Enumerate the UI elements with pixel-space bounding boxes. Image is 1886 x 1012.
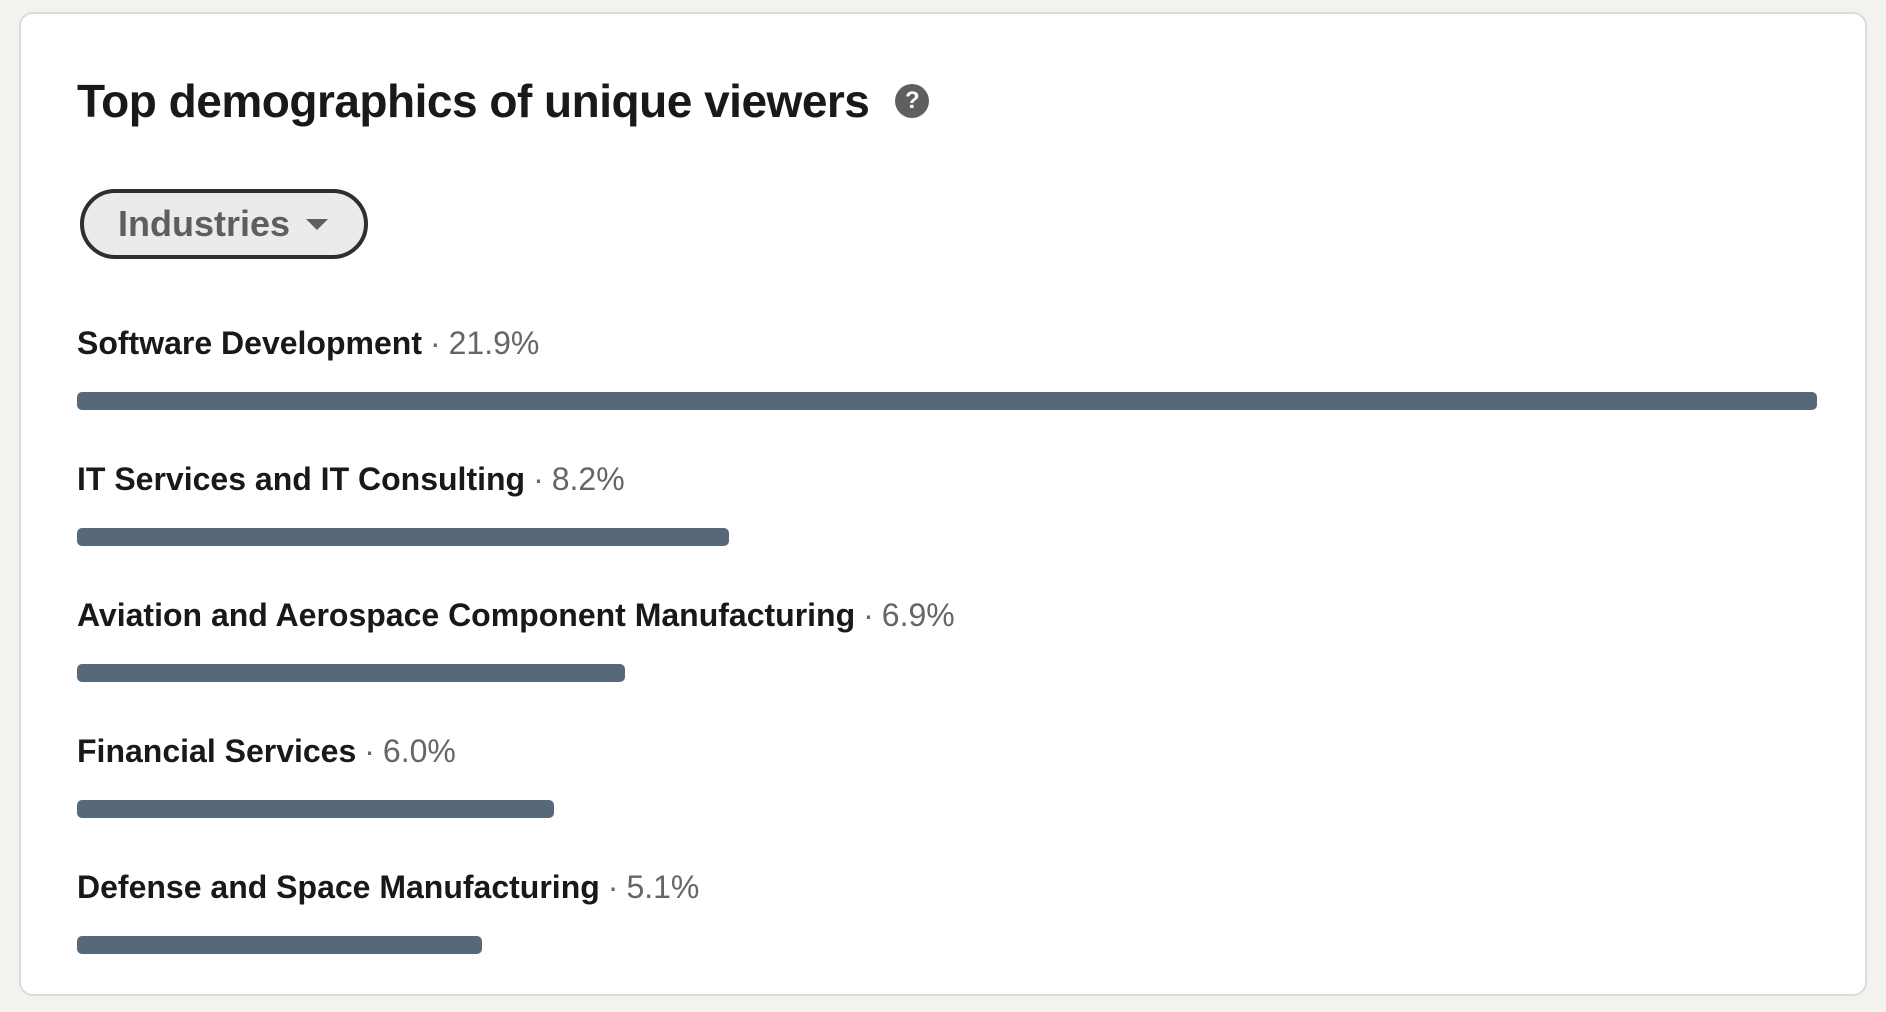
row-label: IT Services and IT Consulting · 8.2% (77, 456, 1817, 502)
row-name: Financial Services (77, 733, 357, 769)
demographic-filter-dropdown[interactable]: Industries (80, 189, 369, 259)
row-name: IT Services and IT Consulting (77, 461, 526, 497)
bar-track (77, 528, 1817, 546)
bar-fill (77, 664, 626, 682)
bar-fill (77, 528, 729, 546)
caret-down-icon (306, 218, 329, 230)
demographic-row: Software Development · 21.9% (77, 320, 1817, 456)
card-title: Top demographics of unique viewers (77, 75, 870, 127)
demographic-row: IT Services and IT Consulting · 8.2% (77, 456, 1817, 592)
row-value: 8.2% (551, 461, 625, 497)
row-separator: · (533, 461, 544, 497)
row-name: Aviation and Aerospace Component Manufac… (77, 597, 856, 633)
row-separator: · (364, 733, 375, 769)
demographics-list: Software Development · 21.9% IT Services a… (77, 320, 1817, 1000)
card-header: Top demographics of unique viewers ? (77, 75, 930, 127)
bar-track (77, 936, 1817, 954)
row-name: Defense and Space Manufacturing (77, 869, 600, 905)
row-value: 5.1% (626, 869, 700, 905)
demographic-row: Financial Services · 6.0% (77, 728, 1817, 864)
demographic-row: Aviation and Aerospace Component Manufac… (77, 592, 1817, 728)
filter-selected-label: Industries (118, 203, 291, 244)
row-separator: · (607, 869, 619, 905)
bar-track (77, 392, 1817, 410)
demographics-card: Top demographics of unique viewers ? Ind… (19, 12, 1867, 996)
row-name: Software Development (77, 325, 422, 361)
row-label: Software Development · 21.9% (77, 320, 1817, 366)
demographic-row: Defense and Space Manufacturing · 5.1% (77, 864, 1817, 1000)
bar-fill (77, 392, 1817, 410)
row-label: Aviation and Aerospace Component Manufac… (77, 592, 1817, 638)
row-value: 6.9% (881, 597, 955, 633)
help-icon[interactable]: ? (895, 84, 930, 118)
row-label: Financial Services · 6.0% (77, 728, 1817, 774)
row-label: Defense and Space Manufacturing · 5.1% (77, 864, 1817, 910)
bar-fill (77, 800, 554, 818)
row-value: 21.9% (448, 325, 540, 361)
row-value: 6.0% (382, 733, 456, 769)
row-separator: · (863, 597, 874, 633)
bar-fill (77, 936, 483, 954)
bar-track (77, 800, 1817, 818)
bar-track (77, 664, 1817, 682)
row-separator: · (429, 325, 441, 361)
